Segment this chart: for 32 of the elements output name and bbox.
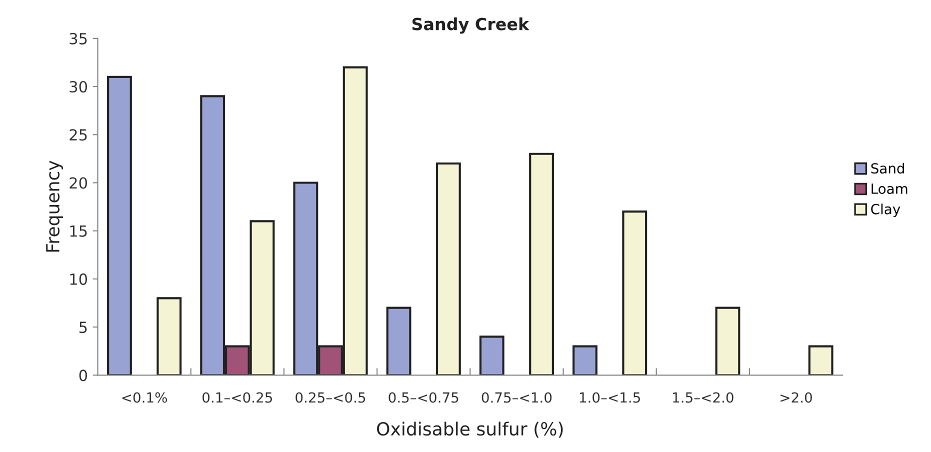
bar [622, 210, 648, 376]
x-tick-label: 0.5–<0.75 [388, 392, 458, 403]
legend-label: Sand [871, 162, 904, 174]
y-tick-label: 20 [70, 177, 88, 189]
bar [436, 162, 461, 376]
legend-label: Clay [871, 204, 900, 218]
x-tick-label: 0.1–<0.25 [202, 392, 272, 403]
bar [808, 345, 834, 376]
x-tick-label: 1.5–<2.0 [673, 392, 734, 403]
x-tick-label: 1.0–<1.5 [580, 392, 640, 403]
bar [479, 336, 504, 376]
y-tick-label: 5 [79, 322, 87, 334]
bar [572, 345, 598, 376]
bar [529, 152, 554, 376]
x-tick-label: >2.0 [780, 392, 812, 403]
bar [386, 306, 412, 376]
y-tick-label: 30 [70, 80, 88, 93]
x-axis-title: Oxidisable sulfur (%) [377, 422, 563, 438]
bar [156, 297, 182, 376]
bar [715, 306, 740, 376]
y-tick-label: 0 [79, 370, 88, 382]
y-tick-label: 15 [70, 226, 87, 237]
chart-title: Sandy Creek [412, 17, 530, 34]
y-tick-label: 25 [70, 129, 87, 141]
bar [107, 76, 132, 376]
y-axis-title: Frequency [46, 160, 64, 252]
y-tick-label: 35 [70, 32, 87, 44]
x-tick-label: 0.75–<1.0 [482, 392, 552, 403]
x-tick-label: 0.25–<0.5 [296, 392, 366, 403]
x-tick-label: <0.1% [122, 392, 167, 403]
y-tick-label: 10 [70, 273, 88, 285]
legend-label: Loam [872, 184, 908, 194]
